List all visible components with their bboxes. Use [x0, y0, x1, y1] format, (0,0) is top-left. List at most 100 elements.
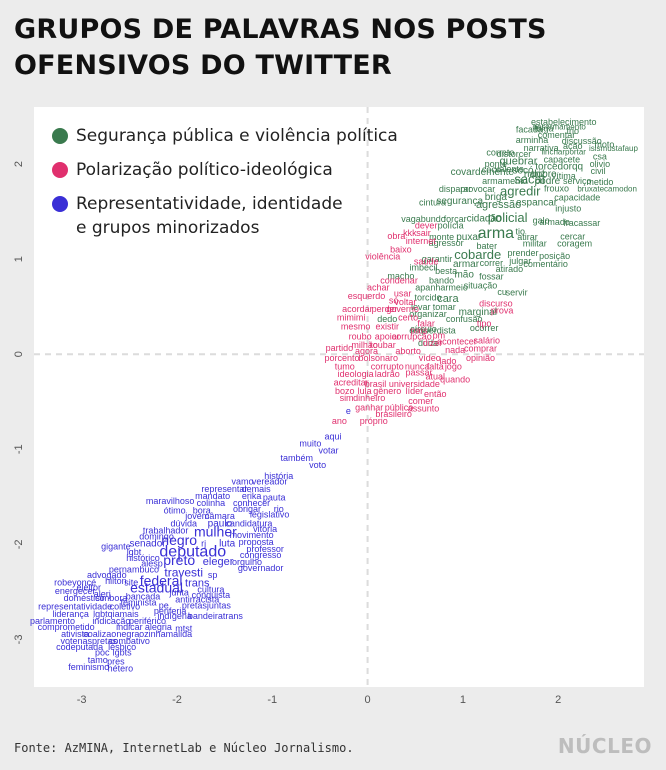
word-point: comprar: [464, 344, 497, 354]
word-point: orgulho: [232, 557, 262, 567]
word-point: alegria: [145, 622, 172, 632]
word-point: agora: [355, 346, 378, 356]
word-point: conquista: [192, 590, 231, 600]
word-point: corrupção: [392, 331, 432, 341]
word-point: lgbt: [127, 547, 142, 557]
word-point: esquerdista: [409, 326, 456, 336]
word-point: mão: [454, 270, 474, 281]
word-point: segurança: [436, 196, 483, 207]
word-point: correr: [480, 258, 504, 268]
word-point: feminismo: [68, 662, 109, 672]
word-point: lésbico: [108, 642, 136, 652]
word-point: salário: [474, 336, 501, 346]
word-point: coco: [482, 165, 501, 175]
title-line-2: OFENSIVOS DO TWITTER: [14, 50, 392, 81]
word-point: acreditar: [334, 377, 369, 387]
word-point: agredir: [500, 184, 541, 199]
word-point: indicação: [92, 616, 130, 626]
word-point: congresso: [240, 550, 282, 560]
word-point: representar: [201, 484, 247, 494]
word-point: mulher: [194, 523, 237, 539]
word-point: metido: [586, 177, 613, 187]
word-point: brasil: [365, 379, 387, 389]
word-point: aqui: [324, 431, 341, 441]
word-point: gigante: [101, 541, 131, 551]
word-point: brasileiro: [375, 409, 412, 419]
word-point: lula: [358, 386, 372, 396]
word-point: apanharmeio: [415, 283, 468, 293]
word-point: usar: [394, 288, 412, 298]
word-point: coalizaonegra: [83, 629, 139, 639]
word-point: torcedorqq: [535, 162, 583, 173]
y-tick-label: 2: [13, 161, 25, 167]
word-point: acordar: [342, 304, 373, 314]
word-point: jogo: [444, 362, 462, 372]
word-point: torcido: [414, 293, 441, 303]
word-point: agressor: [429, 238, 464, 248]
word-point: capacete: [544, 155, 581, 165]
word-point: governo: [386, 304, 419, 314]
word-point: pernambuco: [109, 564, 159, 574]
word-point: csa: [593, 152, 607, 162]
word-point: roubar: [370, 340, 396, 350]
word-point: líder: [406, 386, 424, 396]
word-point: forçar: [444, 214, 467, 224]
word-point: violência: [365, 252, 400, 262]
word-point: próprio: [360, 416, 388, 426]
word-point: ozinhamalida: [139, 629, 192, 639]
word-point: sacar: [514, 171, 546, 186]
legend-dot-polarization: [52, 162, 68, 178]
word-point: quebrar: [500, 156, 538, 168]
word-point: bora: [193, 505, 211, 515]
word-point: dinheiro: [353, 393, 385, 403]
word-point: milhão: [351, 340, 378, 350]
word-point: confusão: [446, 314, 483, 324]
word-point: podre: [535, 176, 561, 187]
word-point: frio: [567, 126, 580, 136]
word-point: preto: [163, 552, 195, 568]
word-point: círculo: [410, 324, 437, 334]
word-point: socó: [512, 165, 534, 176]
word-point: sim: [340, 393, 354, 403]
word-point: pauta: [263, 492, 286, 502]
y-tick-label: -3: [13, 635, 25, 645]
word-point: militar: [523, 239, 547, 249]
word-point: comprometido: [38, 622, 95, 632]
word-point: internet: [406, 236, 437, 246]
word-point: posição: [539, 251, 570, 261]
word-point: paulo: [208, 518, 233, 529]
word-point: ganhar: [355, 403, 383, 413]
word-point: gênero: [373, 386, 401, 396]
word-point: imbecil: [409, 262, 437, 272]
word-point: capacidade: [554, 193, 600, 203]
x-tick-label: 0: [365, 694, 371, 706]
legend-dot-representation: [52, 196, 68, 212]
word-point: eleger: [203, 556, 234, 568]
word-point: vídeo: [419, 353, 441, 363]
word-point: senador: [129, 538, 166, 549]
word-point: votar: [318, 446, 338, 456]
word-point: prova: [491, 306, 514, 316]
word-point: federal: [140, 572, 183, 588]
word-point: conhecer: [233, 498, 270, 508]
word-point: disparar: [439, 184, 472, 194]
word-point: bruxatecamodon: [577, 184, 637, 193]
word-point: comentar: [538, 130, 576, 140]
y-tick-label: -1: [13, 444, 25, 454]
word-point: comentário: [523, 259, 568, 269]
word-point: advogado: [87, 570, 127, 580]
word-point: história: [264, 471, 293, 481]
word-point: luta: [219, 538, 236, 549]
word-point: pm: [433, 331, 446, 341]
word-point: mtst: [175, 623, 192, 633]
word-point: ladrão: [375, 369, 400, 379]
word-point: demais: [242, 484, 272, 494]
plot-area: [34, 107, 644, 687]
word-point: lincharportar: [541, 148, 586, 157]
word-point: ano: [332, 416, 347, 426]
word-point: vítima: [552, 171, 576, 181]
word-point: pe: [159, 600, 169, 610]
word-point: macho: [387, 271, 414, 281]
word-point: atirar: [517, 232, 538, 242]
y-tick-label: 0: [13, 351, 25, 357]
